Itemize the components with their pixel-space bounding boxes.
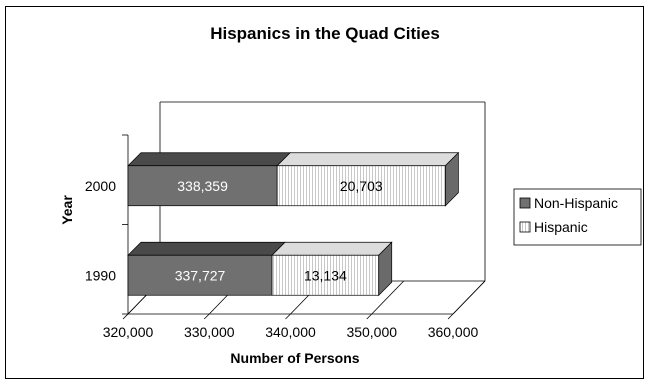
bar-top-face <box>127 152 292 167</box>
bar-front-face <box>271 254 380 296</box>
bar-non-hispanic-1990: 337,727 <box>127 241 286 296</box>
chart: Hispanics in the Quad Cities 337,727 13,1… <box>59 24 642 366</box>
bar-front-face <box>127 254 273 296</box>
bar-top-face <box>127 241 286 256</box>
y-tick-label: 1990 <box>85 267 116 283</box>
bar-side-face <box>378 241 393 297</box>
bar-non-hispanic-2000: 338,359 <box>127 152 292 207</box>
bar-top-face <box>271 241 393 256</box>
x-tick-mark <box>447 313 454 320</box>
legend-label: Non-Hispanic <box>534 195 618 211</box>
y-tick-label: 2000 <box>85 178 116 194</box>
bar-top-face <box>276 152 460 167</box>
legend-swatch <box>519 221 531 233</box>
data-label: 20,703 <box>340 178 383 194</box>
data-label: 13,134 <box>304 267 347 283</box>
chart-title: Hispanics in the Quad Cities <box>210 24 440 43</box>
bar-side-face <box>445 151 459 207</box>
data-label: 337,727 <box>175 267 226 283</box>
x-tick-label: 320,000 <box>103 324 154 340</box>
x-tick-label: 330,000 <box>184 324 235 340</box>
legend-box <box>513 188 642 246</box>
data-label: 338,359 <box>177 178 228 194</box>
floor-grid-line <box>371 280 405 315</box>
x-ticks: 320,000 330,000 340,000 350,000 360,000 1990 2… <box>85 134 479 340</box>
x-tick-label: 360,000 <box>428 324 479 340</box>
x-tick-label: 340,000 <box>265 324 316 340</box>
floor-grid-line <box>452 280 486 315</box>
legend-swatch <box>519 197 531 209</box>
x-tick-mark <box>122 313 129 320</box>
bar-hispanic-2000: 20,703 <box>276 151 460 207</box>
bar-front-face <box>276 165 446 207</box>
bars: 337,727 13,134 338,359 20,703 <box>127 151 460 297</box>
x-tick-mark <box>285 313 291 320</box>
x-tick-mark <box>366 313 373 320</box>
x-axis-title: Number of Persons <box>230 350 359 366</box>
y-axis-title: Year <box>59 195 75 225</box>
bar-hispanic-1990: 13,134 <box>271 241 393 297</box>
legend-label: Hispanic <box>534 219 588 235</box>
bar-front-face <box>127 165 278 207</box>
x-tick-label: 350,000 <box>346 324 397 340</box>
chart-area: Hispanics in the Quad Cities 337,727 13,1… <box>5 6 644 379</box>
legend: Non-Hispanic Hispanic <box>513 188 642 246</box>
x-tick-mark <box>203 313 210 320</box>
